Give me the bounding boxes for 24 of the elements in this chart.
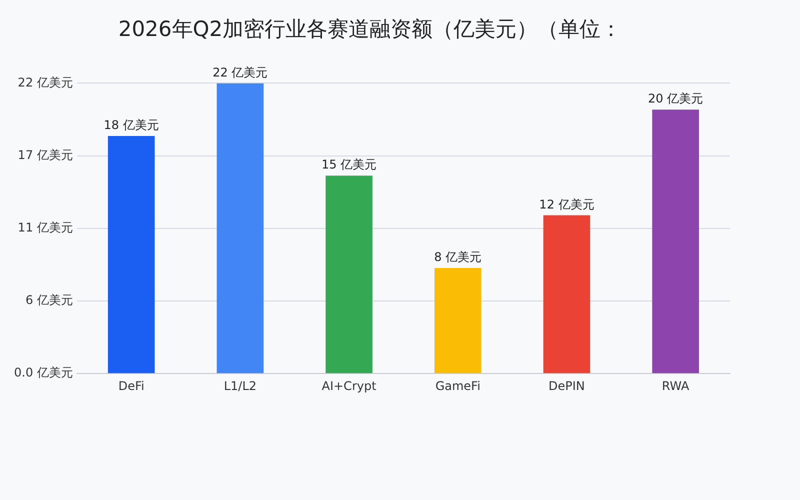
bar xyxy=(543,215,590,374)
bar xyxy=(326,176,372,374)
bar xyxy=(108,136,155,374)
y-tick-label: 0.0 亿美元 xyxy=(14,366,73,380)
x-tick-label: DeFi xyxy=(118,378,144,393)
x-tick-label: RWA xyxy=(662,378,690,393)
data-label: 22 亿美元 xyxy=(212,65,268,80)
bar xyxy=(434,268,482,374)
bar xyxy=(216,83,264,374)
x-tick-label: L1/L2 xyxy=(224,378,257,393)
x-tick-label: AI+Crypt xyxy=(322,378,377,393)
x-tick-label: DePIN xyxy=(548,378,585,393)
y-tick-label: 6 亿美元 xyxy=(25,293,73,308)
y-tick-label: 11 亿美元 xyxy=(18,220,73,235)
data-label: 20 亿美元 xyxy=(648,92,704,106)
data-label: 12 亿美元 xyxy=(539,197,594,212)
chart-title: 2026年Q2加密行业各赛道融资额（亿美元）（单位： xyxy=(118,17,622,42)
data-label: 18 亿美元 xyxy=(104,118,159,132)
y-tick-label: 22 亿美元 xyxy=(18,75,73,90)
data-label: 8 亿美元 xyxy=(434,250,482,264)
data-label: 15 亿美元 xyxy=(321,158,377,172)
x-tick-label: GameFi xyxy=(435,378,480,393)
y-tick-label: 17 亿美元 xyxy=(18,148,73,162)
bar xyxy=(652,110,699,374)
